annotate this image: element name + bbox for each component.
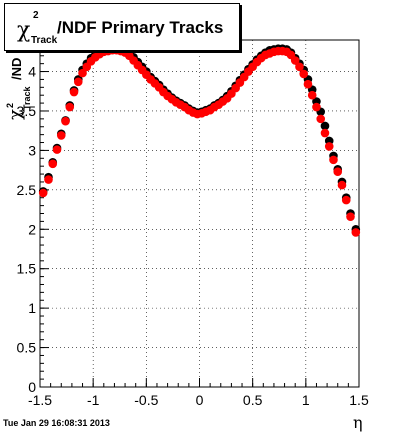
y-tick-label: 3 [28,142,36,158]
data-point [351,228,361,237]
x-axis-label: η [353,413,363,432]
y-axis-label-sup: 2 [5,103,15,108]
y-tick-label: 0.5 [17,340,37,356]
data-point [78,68,87,78]
y-tick-label: 2.5 [17,182,37,198]
data-point [316,114,326,124]
title-subscript: Track [31,35,58,46]
data-point [52,145,62,154]
data-point [329,155,338,165]
data-point [69,87,79,97]
y-tick-label: 1 [28,300,36,316]
y-tick-label: 4 [28,64,36,80]
data-point [320,128,330,138]
y-tick-label: 0 [28,379,36,395]
series-1 [38,45,361,237]
data-point [346,212,355,221]
y-axis-label-text: /ND [9,58,24,80]
x-tick-label: 1.5 [349,392,369,408]
axis-ticks: -1.5 -1 -0.5 0 0.5 1 1.5 0 0.5 1 1.5 2 2.5 3 3.5 4 [17,39,369,408]
chart-title: /NDF Primary Tracks [57,18,224,37]
data-point [38,188,48,198]
x-tick-label: 1 [302,392,310,408]
data-point [73,77,83,87]
data-point [303,79,313,89]
data-point [290,56,300,65]
data-point [333,167,343,177]
data-point [341,195,351,205]
data-point [48,159,58,169]
title-superscript: 2 [33,10,39,21]
data-point [56,131,66,140]
data-point [44,175,53,184]
y-tick-label: 3.5 [17,103,37,119]
data-point [312,102,321,112]
data-point [324,142,334,151]
title-chi-symbol: χ [17,18,31,43]
y-tick-label: 2 [28,221,36,237]
data-point [65,102,75,112]
data-point [320,121,330,131]
data-point [61,116,70,126]
data-point [337,180,347,190]
data-point [299,69,309,79]
x-tick-label: -1 [87,392,100,408]
x-tick-label: 0.5 [243,392,263,408]
timestamp: Tue Jan 29 16:08:31 2013 [3,418,110,428]
y-tick-label: 1.5 [17,261,37,277]
chart-title-box: χ 2 Track /NDF Primary Tracks [4,3,240,51]
x-tick-label: -0.5 [134,392,158,408]
data-point [307,90,317,100]
x-tick-label: 0 [196,392,204,408]
y-axis-label-sub: Track [22,85,32,110]
x-tick-label: -1.5 [28,392,52,408]
data-point [295,62,304,72]
y-axis-label: χ 2 Track /ND [5,58,32,120]
y-axis-label-symbol: χ [5,109,26,120]
